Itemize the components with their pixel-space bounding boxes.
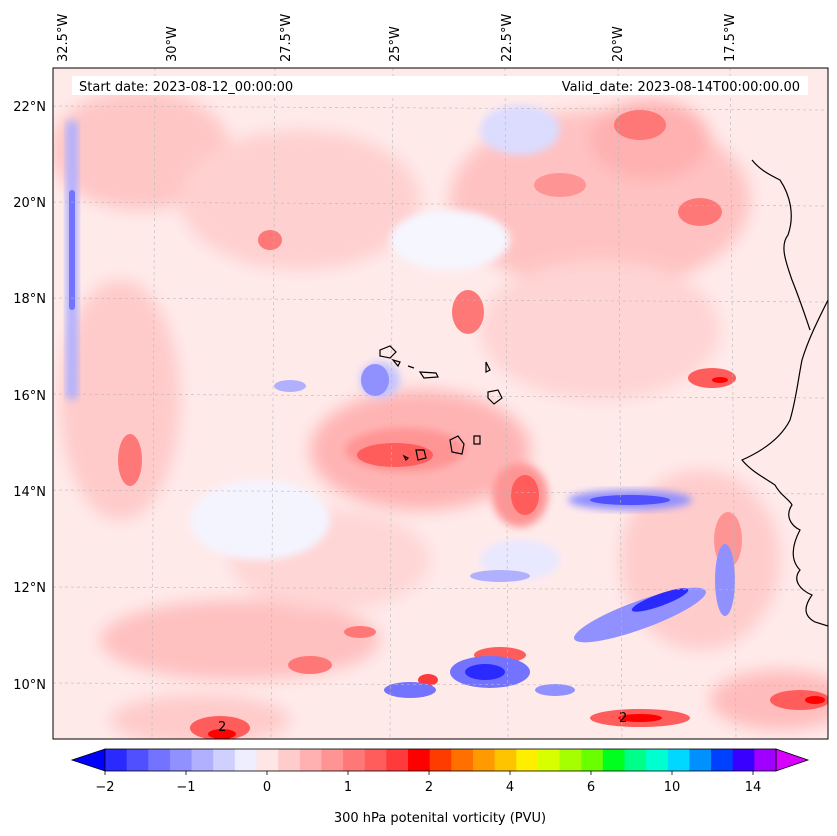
colorbar-segment <box>581 749 604 771</box>
africa-coastline-north <box>751 159 811 331</box>
pv-negative-bands <box>274 364 735 698</box>
map-gridlines <box>53 68 828 739</box>
colorbar-segment <box>646 749 669 771</box>
lat-tick-label: 18°N <box>13 292 46 307</box>
colorbar-segment <box>429 749 452 771</box>
colorbar-segment <box>343 749 366 771</box>
map-frame <box>52 67 829 740</box>
lon-tick-label: 20°W <box>611 26 626 62</box>
colorbar-tick-label: 10 <box>664 780 681 795</box>
lon-tick-label: 17.5°W <box>723 14 738 62</box>
colorbar-segment <box>451 749 474 771</box>
colorbar-segment <box>364 749 387 771</box>
colorbar-ticks <box>104 771 754 775</box>
lat-tick-label: 20°N <box>13 196 46 211</box>
colorbar-segment <box>386 749 409 771</box>
colorbar-segment <box>689 749 712 771</box>
colorbar-segment <box>321 749 344 771</box>
colorbar-tick-label: 2 <box>425 780 433 795</box>
colorbar-segment <box>494 749 517 771</box>
lon-tick-label: 32.5°W <box>56 14 71 62</box>
colorbar-tick-label: 14 <box>745 780 762 795</box>
colorbar-segment <box>559 749 582 771</box>
lat-tick-label: 22°N <box>13 100 46 115</box>
lat-tick-label: 14°N <box>13 485 46 500</box>
colorbar-max-extend <box>775 748 810 772</box>
colorbar-frame <box>104 748 777 772</box>
colorbar-segment <box>234 749 258 771</box>
colorbar-tick-label: 6 <box>587 780 595 795</box>
cape-verde-islands <box>379 345 503 462</box>
colorbar-segment <box>667 749 691 771</box>
lon-tick-label: 30°W <box>165 26 180 62</box>
colorbar-segment <box>408 749 431 771</box>
colorbar-tick-labels: −2 −1 0 1 2 4 6 10 14 <box>95 780 761 795</box>
colorbar-segment <box>711 749 734 771</box>
colorbar-segment <box>754 749 777 771</box>
start-date-label: Start date: 2023-08-12_00:00:00 <box>79 80 293 95</box>
colorbar-min-extend <box>70 748 106 772</box>
valid-date-label: Valid_date: 2023-08-14T00:00:00.00 <box>562 80 800 95</box>
colorbar-segment <box>105 749 128 771</box>
colorbar-segment <box>169 749 193 771</box>
colorbar-segment <box>278 749 301 771</box>
lat-tick-labels: 22°N 20°N 18°N 16°N 14°N 12°N 10°N <box>13 100 46 693</box>
colorbar-segment <box>472 749 496 771</box>
colorbar-segment <box>602 749 626 771</box>
colorbar-tick-label: 4 <box>506 780 514 795</box>
colorbar-segments <box>105 749 777 771</box>
colorbar-segment <box>299 749 323 771</box>
colorbar-segment <box>213 749 236 771</box>
colorbar-segment <box>148 749 171 771</box>
colorbar-segment <box>732 749 755 771</box>
colorbar-tick-label: 0 <box>263 780 271 795</box>
contour-label: 2 <box>218 720 226 735</box>
lon-tick-label: 25°W <box>388 26 403 62</box>
colorbar-segment <box>191 749 214 771</box>
colorbar-segment <box>256 749 279 771</box>
colorbar-tick-label: −1 <box>176 780 195 795</box>
africa-coastline <box>741 299 828 627</box>
date-banner <box>72 76 808 95</box>
colorbar-tick-label: −2 <box>95 780 114 795</box>
lon-tick-label: 27.5°W <box>279 14 294 62</box>
lat-tick-label: 16°N <box>13 389 46 404</box>
pv-light-patches <box>190 105 560 580</box>
lon-tick-labels: 32.5°W 30°W 27.5°W 25°W 22.5°W 20°W 17.5… <box>56 14 738 62</box>
lon-tick-label: 22.5°W <box>500 14 515 62</box>
lat-tick-label: 12°N <box>13 581 46 596</box>
colorbar-segment <box>537 749 561 771</box>
colorbar-segment <box>126 749 149 771</box>
map-panel: 2 2 <box>53 68 828 739</box>
colorbar-title: 300 hPa potenital vorticity (PVU) <box>334 811 546 826</box>
colorbar-segment <box>516 749 539 771</box>
contour-label: 2 <box>619 711 627 726</box>
colorbar: −2 −1 0 1 2 4 6 10 14 300 hPa potenital … <box>70 748 810 826</box>
colorbar-segment <box>624 749 647 771</box>
colorbar-tick-label: 1 <box>344 780 352 795</box>
lat-tick-label: 10°N <box>13 678 46 693</box>
pv-negative-west-strip <box>66 120 78 400</box>
